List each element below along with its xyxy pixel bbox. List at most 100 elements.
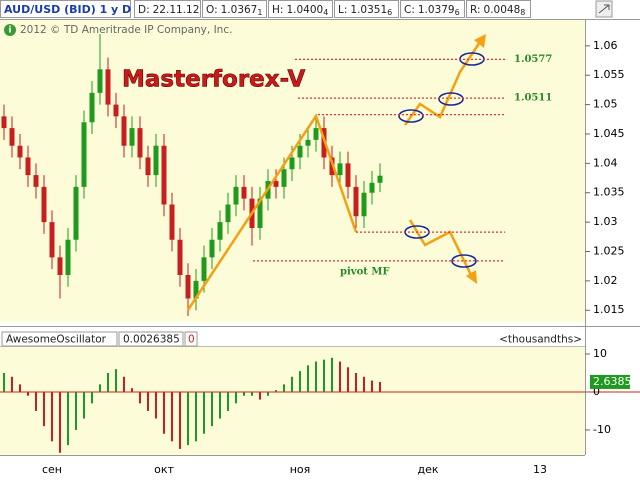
- field-box: [466, 0, 531, 18]
- candle-body: [225, 204, 231, 223]
- bar: [227, 391, 229, 411]
- arrow-head-up: [474, 34, 486, 48]
- candle-body: [33, 175, 39, 187]
- bar: [19, 384, 21, 392]
- bar: [347, 367, 349, 392]
- field-pip: 8: [520, 8, 525, 17]
- x-tick-label: окт: [154, 463, 174, 476]
- arrow-head-down: [466, 270, 477, 284]
- field-value: 1.0400: [286, 4, 323, 16]
- bar: [155, 391, 157, 419]
- bar: [123, 376, 125, 392]
- bar: [283, 384, 285, 392]
- candle-body: [57, 257, 63, 275]
- bar: [315, 361, 317, 392]
- candle-body: [193, 280, 199, 299]
- bar: [187, 391, 189, 446]
- field-pip: 6: [455, 8, 460, 17]
- field-box: [268, 0, 333, 18]
- candle-body: [353, 186, 359, 217]
- candle-body: [337, 163, 343, 176]
- wave-line: [186, 113, 358, 311]
- field-pip: 6: [387, 8, 392, 17]
- info-icon[interactable]: [4, 24, 16, 36]
- field-box: [134, 0, 201, 18]
- ellipse: [438, 92, 464, 106]
- candle-body: [97, 69, 103, 93]
- bar: [75, 391, 77, 430]
- candle-body: [49, 222, 55, 258]
- candle-body: [369, 182, 375, 193]
- bar: [243, 391, 245, 396]
- field-label: D:: [138, 4, 150, 16]
- bar: [251, 391, 253, 396]
- bar: [11, 376, 13, 392]
- candle-body: [217, 222, 223, 240]
- x-tick-label: сен: [42, 463, 62, 476]
- bar: [91, 391, 93, 404]
- info-glyph: i: [8, 26, 11, 36]
- candle-body: [105, 69, 111, 105]
- bar: [139, 391, 141, 404]
- field-box: [400, 0, 465, 18]
- pivot-label: pivot MF: [340, 266, 390, 277]
- y-tick-label: 0: [593, 385, 600, 398]
- bar: [363, 376, 365, 392]
- candle-body: [313, 128, 319, 140]
- bar: [355, 372, 357, 392]
- bar: [267, 391, 269, 396]
- x-tick-label: дек: [417, 463, 438, 476]
- level-label: 1.0577: [514, 54, 552, 65]
- y-tick-label: 1.035: [593, 186, 625, 199]
- y-tick-label: -10: [593, 423, 611, 436]
- indicator-value-box: [118, 331, 184, 347]
- bar: [323, 359, 325, 392]
- bar: [107, 372, 109, 392]
- candle-body: [257, 198, 263, 228]
- candles: [1, 34, 383, 317]
- candle-body: [145, 157, 151, 176]
- bar: [339, 361, 341, 392]
- field-value: 1.0351: [350, 4, 387, 16]
- y-tick-label: 1.055: [593, 68, 625, 81]
- field-value: 1.0379: [418, 4, 455, 16]
- bar: [147, 391, 149, 411]
- bar: [211, 391, 213, 427]
- y-tick-label: 10: [593, 347, 607, 360]
- field-label: H:: [272, 4, 283, 16]
- candle-body: [273, 180, 279, 187]
- candle-body: [41, 186, 47, 223]
- bar: [35, 391, 37, 411]
- level-label: 1.0511: [514, 93, 552, 104]
- bar: [179, 391, 181, 449]
- header-fields: D: 22.11.12 O: 1.03671 H: 1.04004 L: 1.03516 C: 1…: [134, 0, 531, 18]
- candle-body: [185, 274, 191, 299]
- bar: [219, 391, 221, 419]
- bar: [67, 391, 69, 446]
- candle-body: [201, 257, 207, 281]
- candle-body: [153, 145, 159, 176]
- bar: [371, 380, 373, 392]
- bar: [163, 391, 165, 434]
- bar: [259, 391, 261, 400]
- indicator-name: AwesomeOscillator: [6, 334, 107, 346]
- x-tick-label: 13: [533, 463, 547, 476]
- field-value: 1.0367: [221, 4, 258, 16]
- bar: [203, 391, 205, 434]
- indicator-box: [1, 331, 118, 347]
- candle-body: [9, 128, 15, 146]
- field-label: L:: [338, 4, 347, 16]
- oscillator-panel: [0, 346, 585, 455]
- candle-body: [129, 128, 135, 146]
- bar: [27, 391, 29, 396]
- bar: [291, 376, 293, 392]
- last-value-box: [590, 374, 630, 389]
- bar: [83, 391, 85, 419]
- candle-body: [161, 145, 167, 205]
- ellipse: [451, 254, 477, 268]
- y-tick-label: 1.03: [593, 215, 618, 228]
- candle-body: [377, 175, 383, 183]
- candle-body: [329, 157, 335, 176]
- y-tick-label: 1.045: [593, 127, 625, 140]
- candle-body: [241, 186, 247, 199]
